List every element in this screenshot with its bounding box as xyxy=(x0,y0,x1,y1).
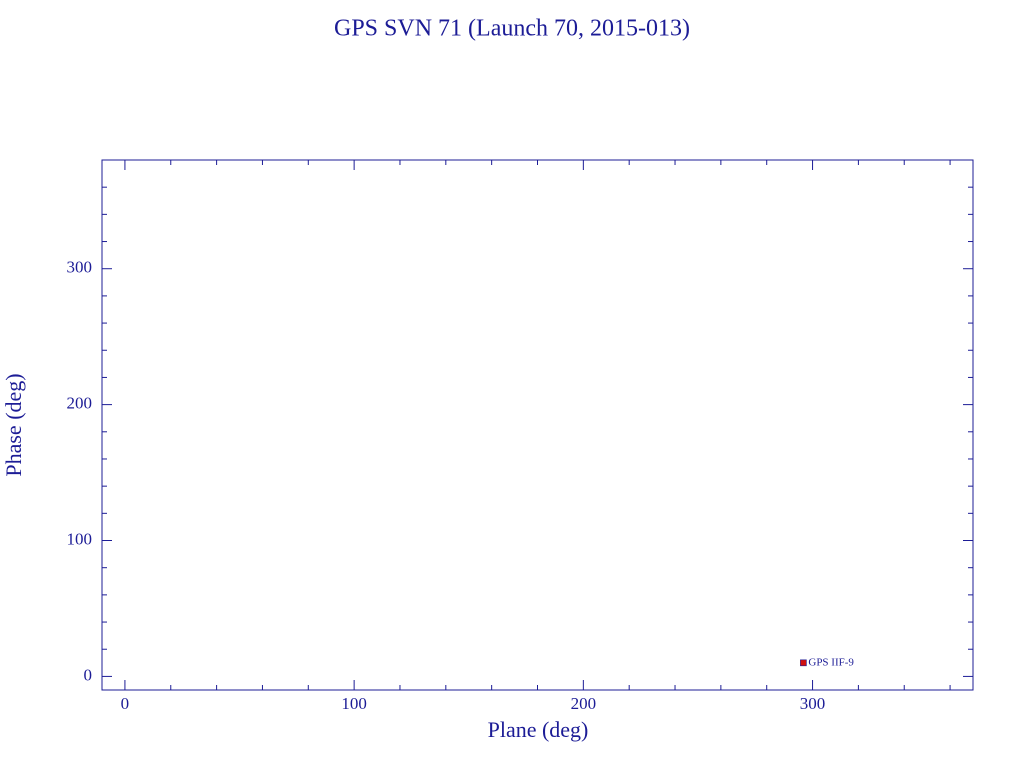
y-axis-label: Phase (deg) xyxy=(1,373,26,476)
y-tick-label: 0 xyxy=(84,665,93,684)
plot-frame xyxy=(101,159,974,691)
x-tick-label: 0 xyxy=(121,694,130,713)
point-label: GPS IIF-9 xyxy=(808,656,854,668)
x-tick-label: 300 xyxy=(800,694,826,713)
x-axis-label: Plane (deg) xyxy=(488,717,589,742)
chart-title: GPS SVN 71 (Launch 70, 2015-013) xyxy=(334,16,690,42)
y-tick-label: 300 xyxy=(67,258,93,277)
y-tick-label: 200 xyxy=(67,394,93,413)
y-tick-label: 100 xyxy=(67,529,93,548)
x-tick-label: 100 xyxy=(341,694,367,713)
x-tick-label: 200 xyxy=(571,694,597,713)
point xyxy=(800,659,807,667)
